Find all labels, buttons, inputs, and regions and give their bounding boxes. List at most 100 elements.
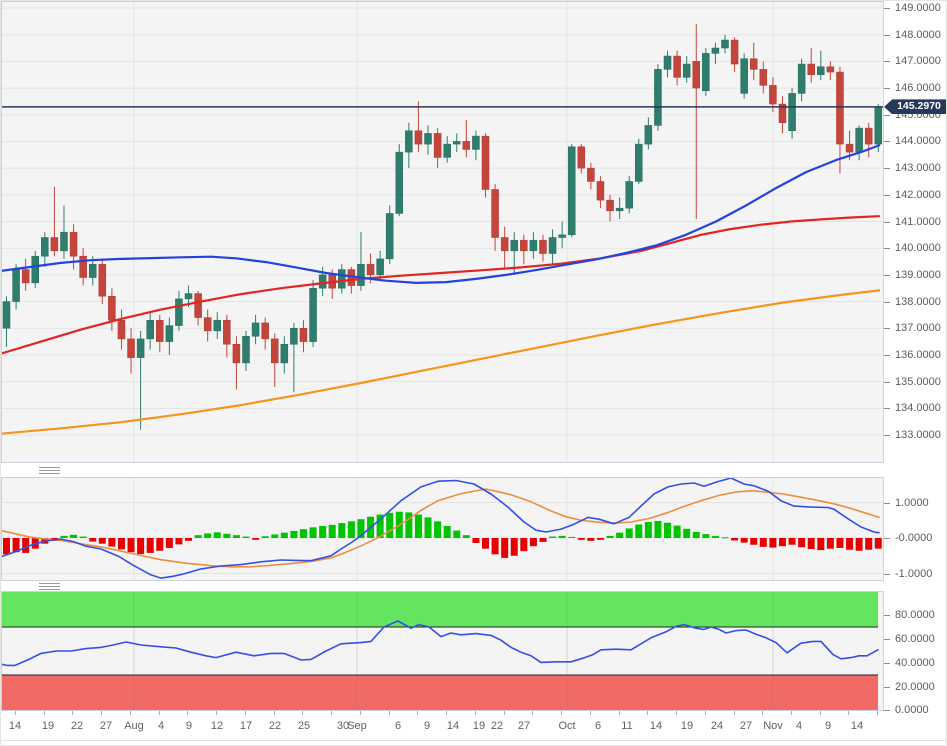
candle-body <box>232 344 241 364</box>
macd-histogram-bar <box>740 538 748 543</box>
macd-histogram-bar <box>204 533 212 538</box>
axis-tick <box>884 710 890 711</box>
candle-body <box>596 181 605 201</box>
macd-histogram-bar <box>826 538 834 549</box>
macd-histogram-bar <box>290 530 298 538</box>
candle-body <box>280 344 289 364</box>
candle-body <box>788 93 796 132</box>
axis-tick <box>884 639 890 640</box>
candle-body <box>156 319 164 342</box>
candle <box>539 234 547 262</box>
axis-tick-label: -0.0000 <box>895 532 933 544</box>
ma-red-line <box>1 215 881 355</box>
time-axis-label: 14 <box>649 720 663 732</box>
candle-body <box>797 63 806 94</box>
macd-histogram-bar <box>568 536 576 538</box>
candle <box>817 50 825 81</box>
time-axis-tick <box>676 711 678 715</box>
macd-histogram-bar <box>549 536 557 538</box>
axis-tick <box>884 8 890 9</box>
rsi-chart <box>1 591 884 711</box>
candle-body <box>635 143 643 182</box>
axis-tick-label: 134.0000 <box>895 402 941 415</box>
macd-histogram-bar <box>271 534 279 538</box>
macd-histogram-bar <box>635 524 643 538</box>
candle-body <box>98 263 107 297</box>
axis-tick-label: 137.0000 <box>895 322 941 335</box>
candle-body <box>625 181 633 209</box>
macd-histogram-bar <box>692 531 700 538</box>
axis-tick <box>884 274 890 276</box>
panel-separator <box>1 463 884 477</box>
candle <box>577 144 586 174</box>
axis-tick <box>884 615 890 616</box>
candle <box>213 312 222 339</box>
axis-tick-label: 60.0000 <box>895 633 935 645</box>
macd-histogram-bar <box>117 538 125 550</box>
macd-histogram-bar <box>577 538 585 540</box>
candle <box>702 48 710 97</box>
macd-histogram-bar <box>98 538 106 544</box>
candle <box>625 176 633 214</box>
candle <box>462 120 471 158</box>
candle-body <box>357 263 365 286</box>
macd-histogram-bar <box>874 538 882 549</box>
candle-body <box>702 53 710 91</box>
axis-tick-label: 143.0000 <box>895 162 941 175</box>
axis-tick-label: 20.0000 <box>895 681 935 693</box>
macd-histogram-bar <box>299 529 307 538</box>
axis-tick <box>884 663 890 664</box>
candle-body <box>184 293 193 300</box>
macd-histogram-bar <box>357 519 365 538</box>
macd-histogram-bar <box>252 538 260 540</box>
candle <box>414 101 423 153</box>
price-panel[interactable] <box>1 1 884 463</box>
panel-resize-handle-icon[interactable] <box>39 583 60 590</box>
rsi-panel[interactable] <box>1 591 884 711</box>
candle <box>175 290 183 331</box>
time-axis-tick <box>302 711 304 715</box>
candle <box>548 229 557 265</box>
macd-histogram-bar <box>702 534 710 538</box>
macd-histogram-bar <box>798 538 806 548</box>
candle <box>98 258 107 305</box>
candle-body <box>500 237 509 252</box>
macd-histogram-bar <box>60 535 68 538</box>
candle <box>41 232 49 267</box>
candle <box>836 66 844 174</box>
macd-histogram-bar <box>616 532 624 538</box>
price-panel-bg <box>1 1 884 463</box>
candle-body <box>318 274 327 289</box>
macd-histogram-bar <box>462 535 470 538</box>
candle <box>338 264 346 294</box>
macd-histogram-bar <box>482 538 489 549</box>
candle-body <box>69 231 78 257</box>
time-axis-label: 9 <box>824 720 832 732</box>
candle <box>673 50 681 86</box>
axis-tick <box>884 328 890 330</box>
candle-body <box>558 234 566 238</box>
panel-resize-handle-icon[interactable] <box>39 467 60 474</box>
macd-histogram-bar <box>328 524 336 538</box>
macd-histogram-bar <box>108 538 116 547</box>
candle-body <box>529 239 538 252</box>
axis-tick-label: 135.0000 <box>895 375 941 388</box>
time-axis: 14 19 22 27 Aug 4 9 12 17 22 25 30 Sep 6 9 14 19 22 27 Oct 6… <box>1 711 946 745</box>
time-axis-label: 14 <box>8 720 22 732</box>
value-axis-column: 149.0000 148.0000 147.0000 146.0000 145.0000… <box>884 1 946 745</box>
panel-border <box>1 1 884 463</box>
candle <box>721 34 729 54</box>
candle-body <box>740 58 748 94</box>
macd-histogram-bar <box>194 535 202 538</box>
candle-body <box>12 269 20 302</box>
macd-panel[interactable] <box>1 477 884 581</box>
candle <box>663 50 672 78</box>
candle <box>251 314 260 345</box>
candle <box>749 42 758 81</box>
macd-histogram-bar <box>491 538 499 555</box>
candle-body <box>443 143 451 158</box>
candle <box>654 64 662 131</box>
macd-histogram-bar <box>520 538 528 552</box>
candle-body <box>31 255 39 284</box>
